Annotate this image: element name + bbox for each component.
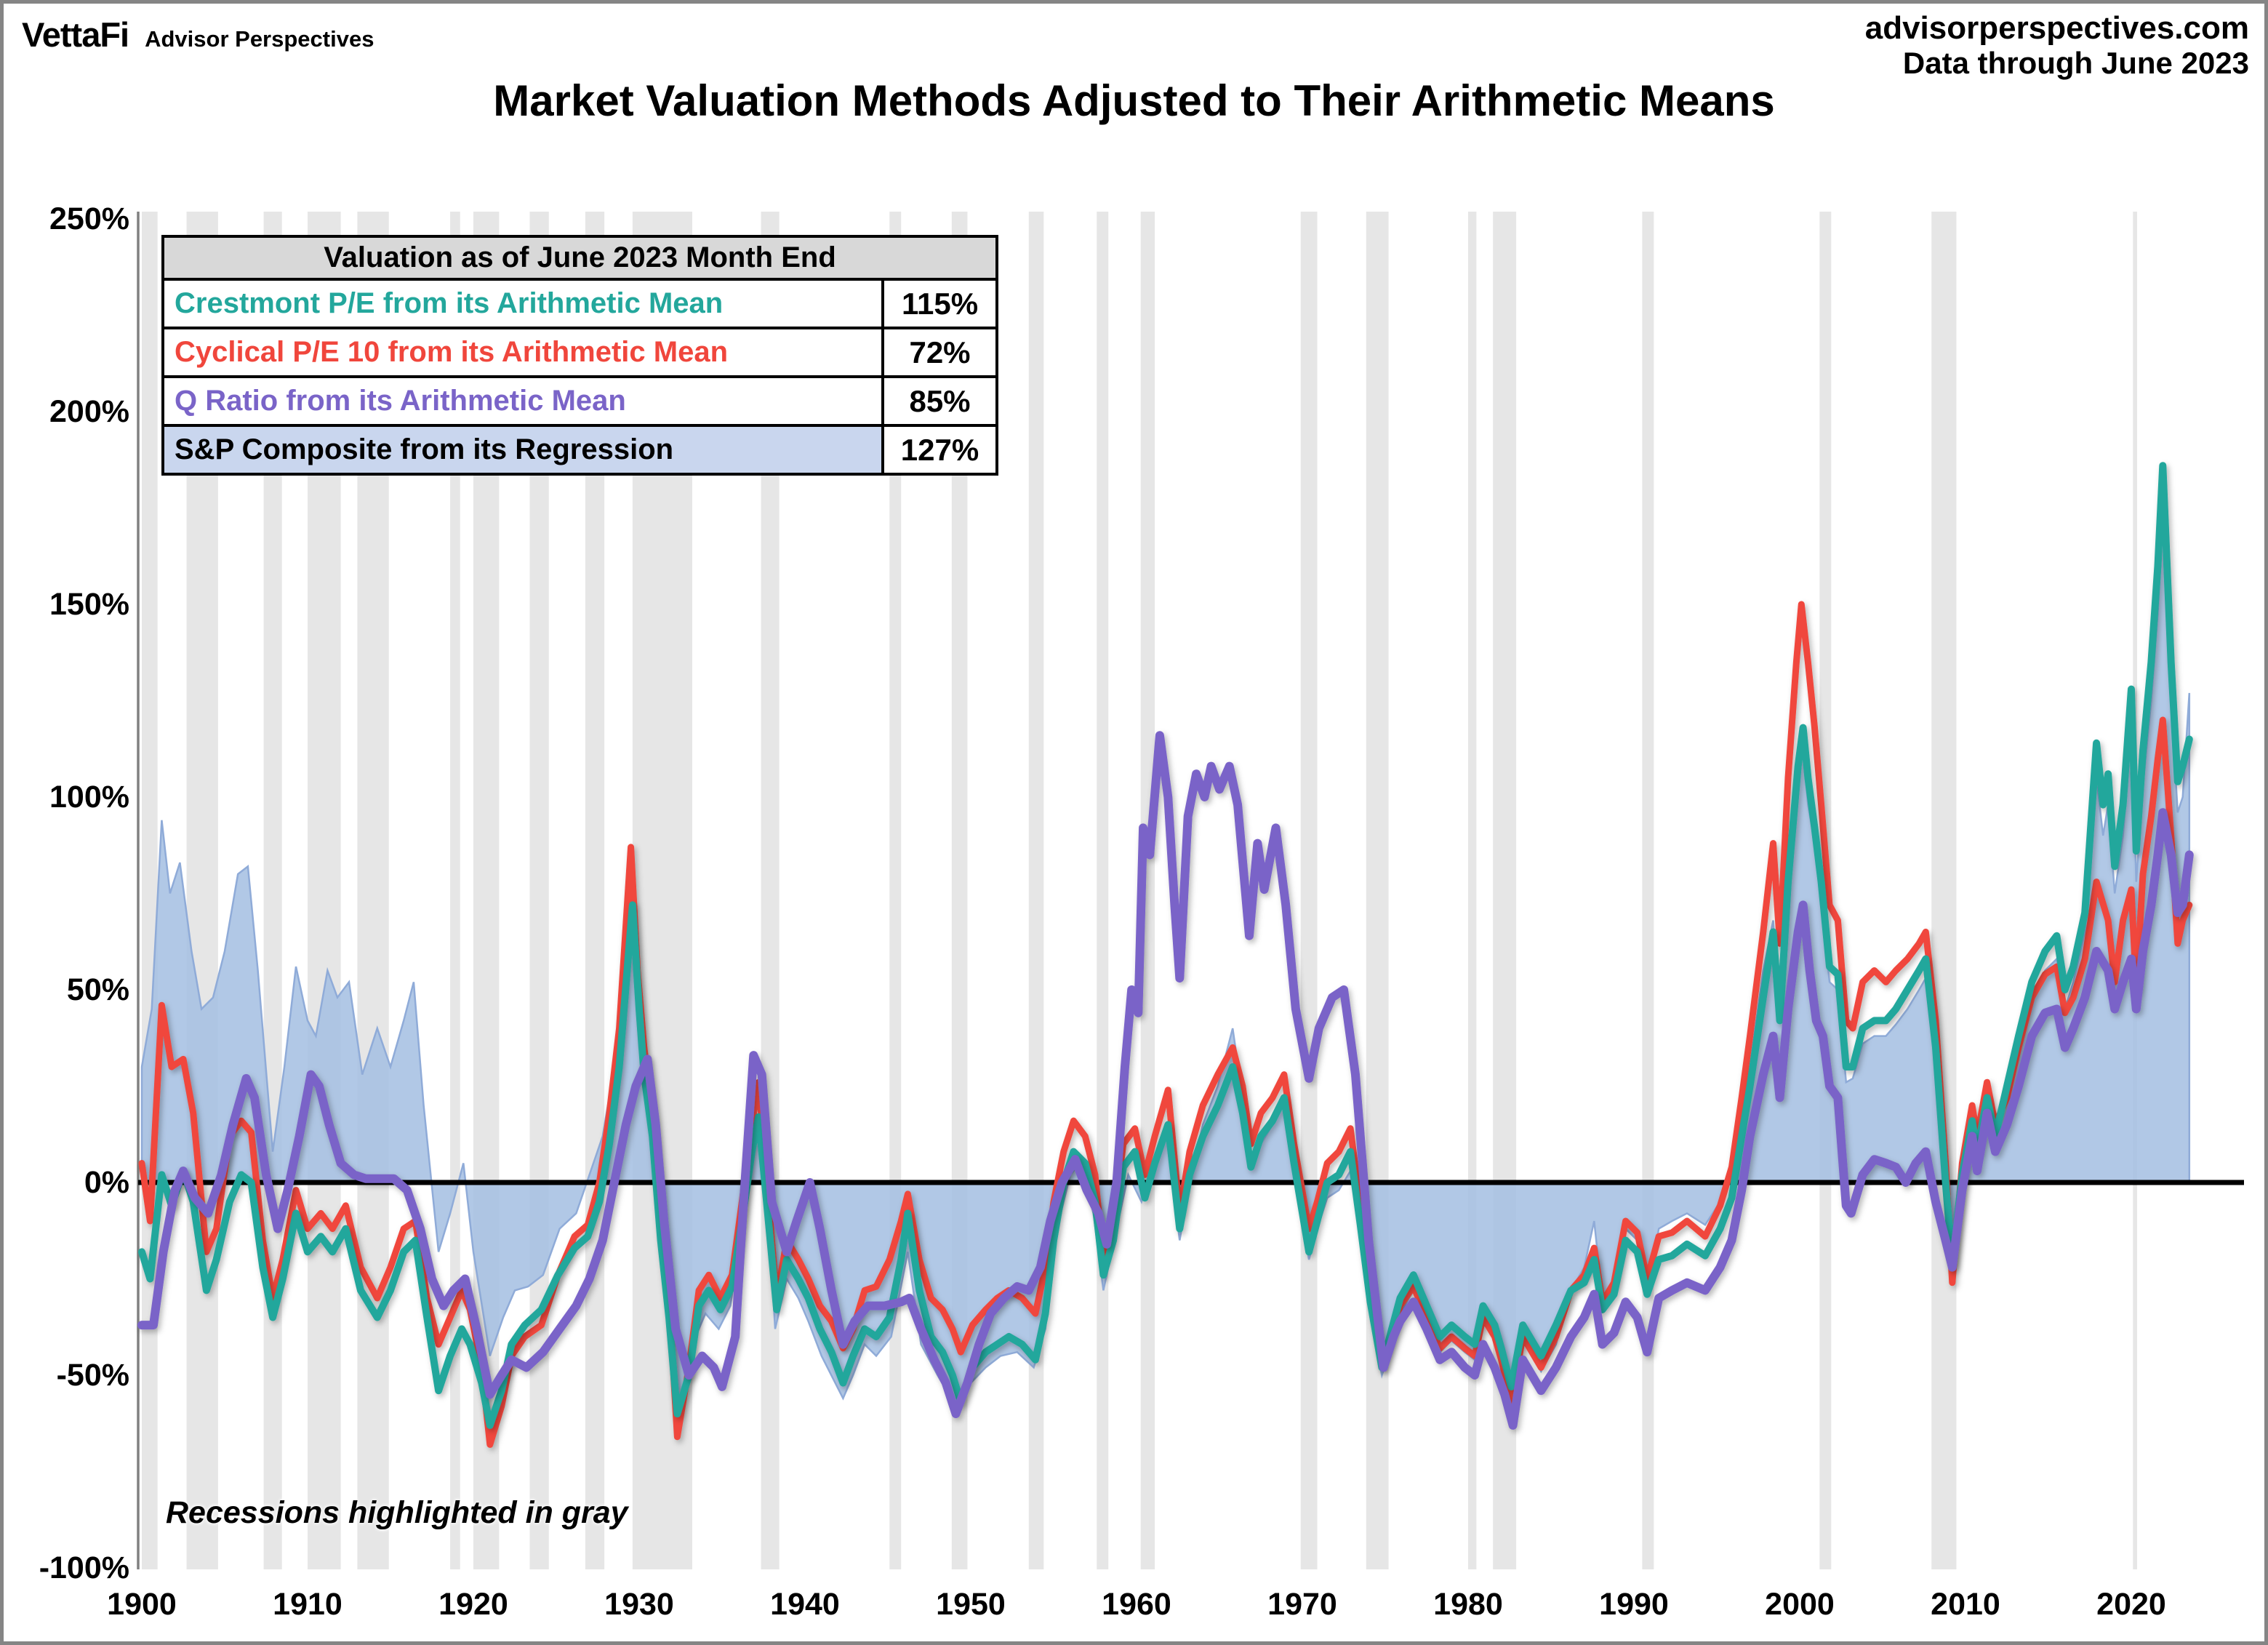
- legend-header: Valuation as of June 2023 Month End: [164, 238, 995, 281]
- legend-value-crestmont: 115%: [881, 281, 995, 327]
- legend-row-qratio: Q Ratio from its Arithmetic Mean 85%: [164, 378, 995, 427]
- legend-row-cyclical: Cyclical P/E 10 from its Arithmetic Mean…: [164, 329, 995, 378]
- x-axis-label: 1960: [1102, 1587, 1171, 1622]
- legend-value-cyclical: 72%: [881, 329, 995, 375]
- series-cyclical-pe10-line: [138, 601, 2193, 1448]
- x-axis-label: 1980: [1433, 1587, 1503, 1622]
- advisor-perspectives-label: Advisor Perspectives: [145, 26, 374, 52]
- series-crestmont-pe-line: [138, 462, 2193, 1429]
- legend-value-qratio: 85%: [881, 378, 995, 424]
- recession-band: [1300, 212, 1318, 1569]
- y-axis-label: 250%: [49, 201, 129, 236]
- legend-table: Valuation as of June 2023 Month End Cres…: [161, 235, 998, 476]
- recessions-note: Recessions highlighted in gray: [166, 1495, 628, 1530]
- brand-block: VettaFi Advisor Perspectives: [22, 15, 374, 55]
- recession-band: [142, 212, 158, 1569]
- series-sp-composite-area: [140, 519, 2191, 1422]
- recession-band: [1931, 212, 1957, 1569]
- source-block: advisorperspectives.com Data through Jun…: [1865, 10, 2249, 80]
- recession-band: [1642, 212, 1654, 1569]
- legend-row-sp-composite: S&P Composite from its Regression 127%: [164, 427, 995, 473]
- recession-band: [450, 212, 460, 1569]
- x-axis-label: 1930: [604, 1587, 674, 1622]
- legend-label-sp-composite: S&P Composite from its Regression: [164, 427, 881, 473]
- series-q-ratio-line: [137, 731, 2194, 1430]
- x-axis-label: 1950: [936, 1587, 1006, 1622]
- chart-title: Market Valuation Methods Adjusted to The…: [493, 76, 1775, 125]
- x-axis-label: 1970: [1267, 1587, 1337, 1622]
- y-axis-label: -50%: [56, 1358, 129, 1393]
- y-axis-label: 0%: [84, 1165, 129, 1200]
- x-axis-label: 2000: [1765, 1587, 1835, 1622]
- legend-label-cyclical: Cyclical P/E 10 from its Arithmetic Mean: [164, 329, 881, 375]
- site-url: advisorperspectives.com: [1864, 10, 2249, 46]
- y-axis-label: 200%: [49, 394, 129, 429]
- recession-band: [1140, 212, 1155, 1569]
- recession-band: [1097, 212, 1109, 1569]
- y-axis-label: 100%: [49, 780, 129, 815]
- y-axis-label: 50%: [66, 972, 129, 1007]
- y-axis-label: -100%: [39, 1550, 129, 1585]
- x-axis-label: 1940: [770, 1587, 840, 1622]
- legend-label-crestmont: Crestmont P/E from its Arithmetic Mean: [164, 281, 881, 327]
- vettafi-logo: VettaFi: [22, 15, 129, 54]
- x-axis-label: 1990: [1599, 1587, 1669, 1622]
- legend-row-crestmont: Crestmont P/E from its Arithmetic Mean 1…: [164, 281, 995, 329]
- data-through-label: Data through June 2023: [1902, 46, 2249, 81]
- x-axis-label: 1920: [438, 1587, 508, 1622]
- x-axis-label: 1910: [273, 1587, 342, 1622]
- y-axis-label: 150%: [49, 587, 129, 622]
- x-axis-label: 1900: [107, 1587, 177, 1622]
- legend-label-qratio: Q Ratio from its Arithmetic Mean: [164, 378, 881, 424]
- x-axis-label: 2010: [1931, 1587, 2000, 1622]
- recession-band: [1468, 212, 1477, 1569]
- legend-value-sp-composite: 127%: [881, 427, 995, 473]
- x-axis-label: 2020: [2096, 1587, 2166, 1622]
